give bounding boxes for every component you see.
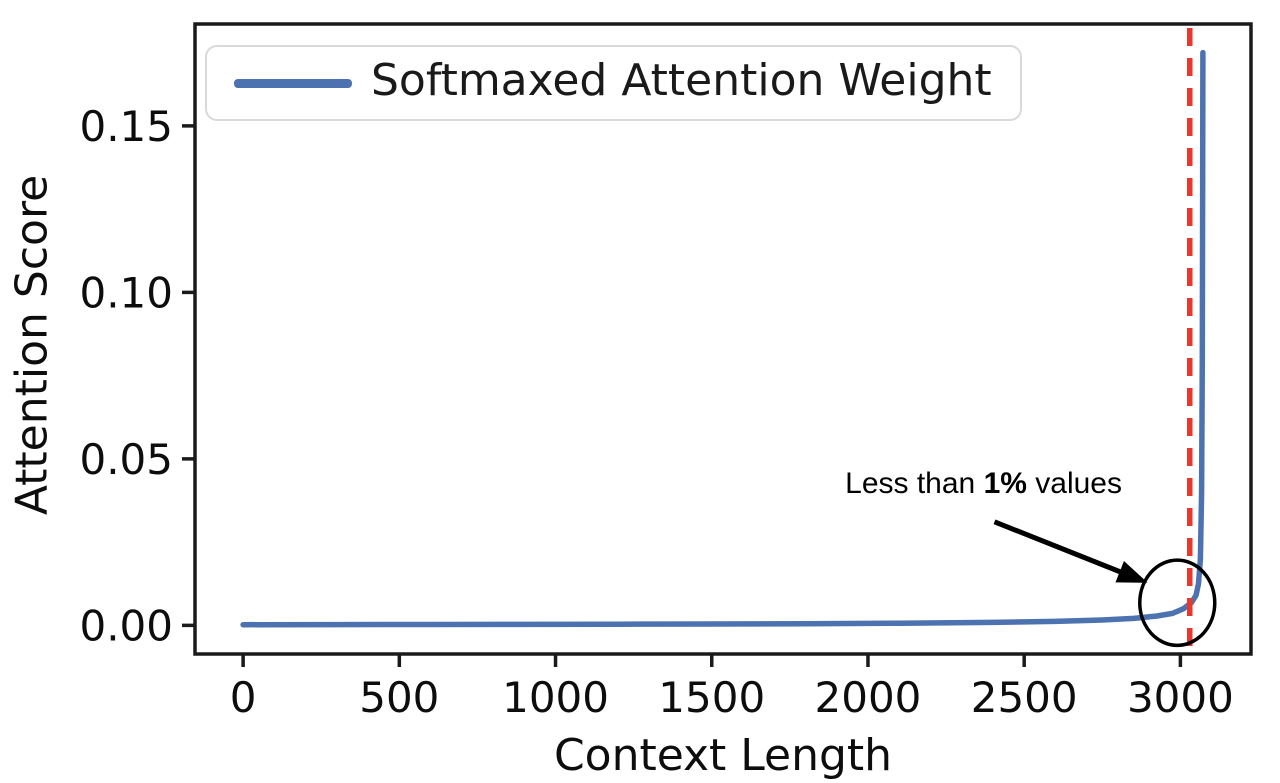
x-tick-label: 0 (230, 673, 257, 722)
annotation-label: Less than 1% values (845, 467, 1122, 501)
annotation-arrow-shaft (993, 519, 1125, 576)
x-tick-label: 1500 (658, 673, 765, 722)
x-tick-label: 2500 (971, 673, 1078, 722)
legend-line-swatch-icon (234, 78, 352, 88)
x-axis-label: Context Length (553, 730, 893, 781)
annotation-text-suffix: values (1026, 466, 1122, 500)
y-axis-label: Attention Score (6, 174, 58, 516)
annotation-text-bold: 1% (983, 466, 1027, 500)
x-tick-label: 1000 (502, 673, 609, 722)
legend: Softmaxed Attention Weight (205, 45, 1022, 121)
annotation-arrowhead (1115, 560, 1148, 583)
legend-label: Softmaxed Attention Weight (371, 55, 992, 106)
y-tick-label: 0.15 (79, 102, 173, 151)
x-tick-label: 3000 (1127, 673, 1234, 722)
y-tick-label: 0.00 (79, 601, 173, 650)
y-tick-label: 0.05 (79, 435, 173, 484)
attention-weight-line (240, 49, 1206, 628)
x-tick-label: 2000 (815, 673, 922, 722)
y-tick-label: 0.10 (79, 268, 173, 317)
annotation-text-prefix: Less than (845, 466, 984, 500)
plot-border (193, 22, 1253, 656)
x-tick-label: 500 (359, 673, 439, 722)
annotation-circle (1138, 558, 1217, 648)
